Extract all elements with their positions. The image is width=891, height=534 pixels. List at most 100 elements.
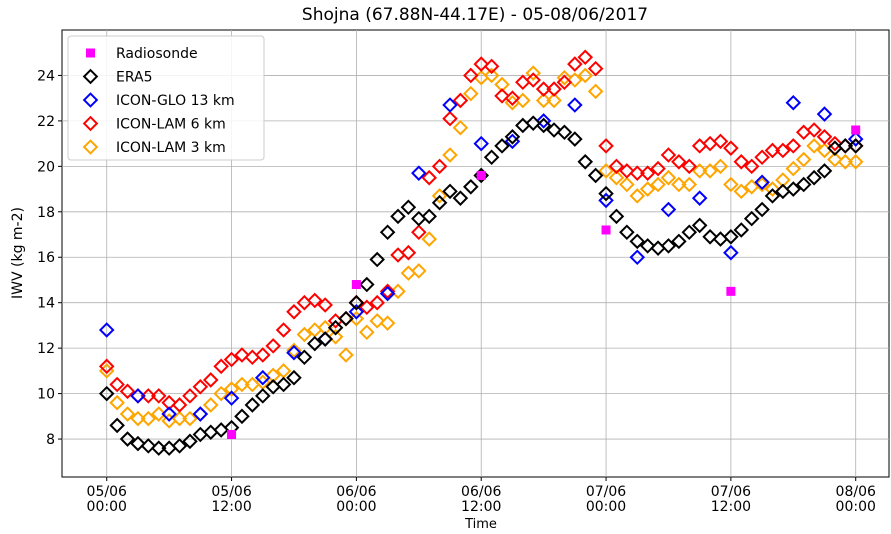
diamond-point — [130, 435, 146, 452]
diamond-point — [577, 67, 594, 84]
diamond-point — [150, 406, 167, 422]
x-tick-label: 07/06 12:00 — [711, 484, 751, 515]
x-axis-label: Time — [464, 517, 497, 532]
diamond-point — [650, 176, 666, 193]
diamond-point — [816, 106, 833, 122]
diamond-point — [619, 224, 635, 241]
y-axis-label: IWV (kg m-2) — [10, 207, 26, 299]
diamond-point — [723, 229, 739, 245]
diamond-point — [764, 142, 781, 159]
x-tick-label-line: 05/06 — [87, 484, 127, 500]
diamond-point — [743, 210, 760, 227]
diamond-point — [775, 183, 791, 200]
diamond-point — [192, 379, 209, 395]
plot-frame — [61, 29, 890, 478]
diamond-point — [515, 74, 531, 91]
diamond-point — [827, 135, 843, 152]
diamond-point — [411, 263, 427, 279]
diamond-point — [743, 179, 760, 195]
diamond-point — [754, 149, 770, 166]
diamond-point — [317, 319, 333, 336]
diamond-point — [535, 81, 552, 97]
diamond-point — [629, 188, 646, 204]
diamond-point — [754, 176, 770, 193]
diamond-point — [473, 135, 489, 152]
series — [98, 94, 864, 422]
diamond-point — [182, 388, 198, 404]
diamond-point — [785, 181, 802, 197]
diamond-point — [348, 294, 365, 311]
diamond-point — [567, 72, 583, 88]
diamond-point — [400, 199, 417, 216]
diamond-point — [275, 376, 292, 393]
diamond-point — [421, 169, 437, 186]
diamond-point — [442, 147, 458, 163]
diamond-point — [598, 185, 614, 202]
diamond-point — [317, 331, 333, 347]
diamond-point — [556, 124, 573, 141]
diamond-point — [504, 133, 521, 150]
diamond-point — [182, 410, 198, 427]
diamond-point — [660, 238, 677, 254]
diamond-point — [296, 326, 313, 343]
diamond-point — [359, 299, 375, 316]
x-tick-label-line: 00:00 — [836, 499, 876, 515]
diamond-point — [504, 90, 521, 106]
diamond-point — [223, 351, 240, 368]
diamond-point — [785, 160, 802, 177]
diamond-point — [317, 297, 333, 313]
diamond-point — [660, 201, 677, 218]
diamond-point — [795, 151, 812, 168]
legend-marker — [82, 68, 99, 85]
x-tick-label-line: 00:00 — [87, 499, 127, 515]
x-tick-label-line: 05/06 — [211, 484, 251, 500]
diamond-point — [130, 410, 146, 427]
diamond-point — [723, 176, 739, 193]
y-tick-label: 12 — [37, 341, 55, 357]
diamond-point — [171, 438, 188, 454]
diamond-point — [806, 169, 822, 186]
diamond-point — [411, 224, 427, 241]
diamond-point — [254, 374, 271, 391]
diamond-point — [712, 133, 729, 150]
diamond-point — [150, 388, 167, 404]
diamond-point — [254, 347, 271, 363]
grid — [62, 30, 889, 477]
diamond-point — [140, 410, 157, 427]
legend-marker — [82, 115, 99, 132]
diamond-point — [743, 158, 760, 175]
legend-label: Radiosonde — [116, 46, 198, 62]
diamond-point — [327, 329, 344, 345]
diamond-point — [98, 363, 115, 379]
legend: Radiosonde ERA5 ICON-GLO 13 km ICON-LAM 6 k… — [67, 35, 265, 161]
diamond-point — [847, 138, 864, 154]
diamond-point — [567, 131, 583, 147]
diamond-point — [140, 438, 157, 454]
diamond-point — [608, 208, 625, 225]
x-tick-label-line: 07/06 — [586, 484, 626, 500]
diamond-point — [192, 406, 209, 422]
y-tick-label: 14 — [37, 296, 55, 312]
diamond-point — [691, 163, 708, 179]
diamond-point — [119, 383, 136, 400]
diamond-point — [192, 426, 209, 443]
diamond-point — [837, 154, 854, 170]
diamond-point — [244, 376, 261, 393]
x-tick-label-line: 12:00 — [461, 499, 501, 515]
diamond-point — [452, 119, 469, 136]
x-tick-label-line: 07/06 — [711, 484, 751, 500]
diamond-point — [348, 304, 365, 320]
radiosonde-point — [476, 170, 486, 180]
diamond-point — [754, 201, 770, 218]
diamond-point — [629, 233, 646, 250]
diamond-point — [140, 388, 157, 404]
diamond-point — [629, 249, 646, 266]
diamond-point — [691, 190, 708, 206]
diamond-point — [483, 67, 500, 84]
x-tick-label-line: 00:00 — [586, 499, 626, 515]
diamond-point — [202, 372, 219, 388]
diamond-point — [296, 349, 313, 366]
legend-marker — [86, 48, 95, 58]
diamond-point — [608, 169, 625, 186]
